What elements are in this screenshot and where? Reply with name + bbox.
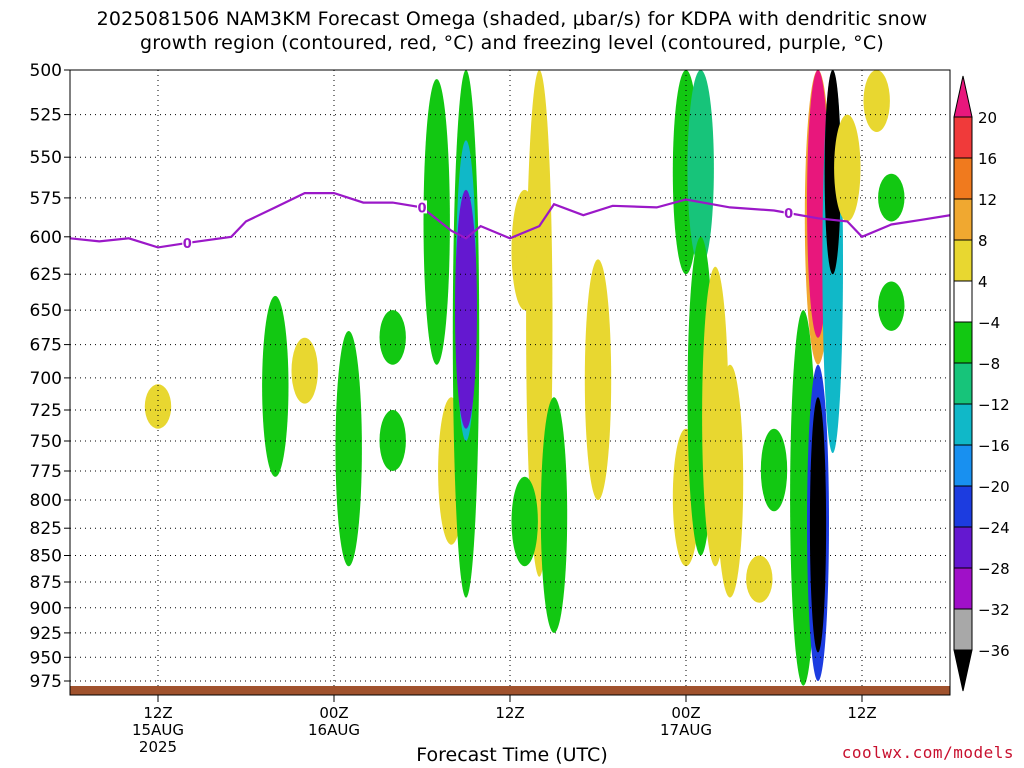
colorbar-label: −24 [978, 519, 1010, 537]
freezing-level-label: 0 [784, 207, 793, 222]
x-tick-label: 12Z [495, 704, 524, 722]
colorbar-swatch [953, 526, 973, 569]
x-axis-title: Forecast Time (UTC) [416, 744, 608, 766]
omega-region [878, 281, 905, 331]
omega-region [863, 70, 890, 132]
colorbar-swatch [953, 608, 973, 651]
y-tick-label: 675 [30, 336, 62, 356]
colorbar-label: 16 [978, 150, 997, 168]
x-tick-label: 2025 [139, 738, 177, 756]
omega-region [540, 397, 568, 633]
x-tick-label: 12Z [847, 704, 876, 722]
contour-label-bg [182, 235, 193, 249]
colorbar-swatch [953, 157, 973, 200]
colorbar-label: −8 [978, 355, 1000, 373]
colorbar-label: −36 [978, 642, 1010, 660]
x-tick-label: 15AUG [132, 721, 184, 739]
chart-title-line-1: 2025081506 NAM3KM Forecast Omega (shaded… [96, 8, 928, 30]
omega-region [687, 70, 714, 267]
y-tick-label: 525 [30, 106, 62, 126]
y-tick-label: 925 [30, 624, 62, 644]
freezing-level-label: 0 [183, 237, 192, 252]
y-axis: 500 525 550 575 600 625 650 675 700 725 750 775 800 8… [30, 61, 70, 692]
colorbar-label: 8 [978, 232, 988, 250]
y-tick-label: 950 [30, 648, 62, 668]
colorbar-swatch [953, 362, 973, 405]
omega-region [423, 79, 450, 365]
colorbar-label: −20 [978, 478, 1010, 496]
y-tick-label: 825 [30, 519, 62, 539]
x-tick-label: 00Z [671, 704, 700, 722]
colorbar-swatch [953, 75, 973, 118]
colorbar-swatch [953, 649, 973, 692]
colorbar-swatch [953, 444, 973, 487]
omega-region [379, 410, 406, 471]
omega-region [834, 114, 861, 222]
colorbar-swatch [953, 280, 973, 323]
omega-region [809, 397, 827, 653]
colorbar: 20 16 12 8 4 −4 −8 −12 −16 −20 −24 −28 −32 −36 [953, 75, 1010, 692]
omega-region [379, 310, 406, 365]
chart-title-line-2: growth region (contoured, red, °C) and f… [140, 32, 884, 54]
omega-region [746, 555, 773, 603]
colorbar-label: −28 [978, 560, 1010, 578]
y-tick-label: 800 [30, 491, 62, 511]
omega-region [291, 337, 318, 404]
colorbar-swatch [953, 239, 973, 282]
y-tick-label: 850 [30, 547, 62, 567]
y-tick-label: 900 [30, 599, 62, 619]
x-tick-label: 00Z [319, 704, 348, 722]
surface-terrain [70, 686, 950, 695]
x-tick-label: 17AUG [660, 721, 712, 739]
y-tick-label: 700 [30, 369, 62, 389]
omega-region [335, 331, 362, 567]
contour-label-bg [417, 200, 427, 214]
omega-region [455, 189, 477, 429]
y-tick-label: 625 [30, 265, 62, 285]
colorbar-swatch [953, 321, 973, 364]
colorbar-label: −16 [978, 437, 1010, 455]
colorbar-label: −32 [978, 601, 1010, 619]
colorbar-label: 4 [978, 273, 988, 291]
omega-region [878, 173, 905, 222]
y-tick-label: 775 [30, 462, 62, 482]
freezing-level-contour: 0 0 0 [70, 192, 950, 252]
freezing-level-line [70, 192, 950, 249]
contour-label-bg [783, 206, 794, 220]
omega-region [144, 384, 172, 429]
colorbar-swatch [953, 116, 973, 159]
y-tick-label: 500 [30, 61, 62, 81]
colorbar-swatch [953, 567, 973, 610]
y-tick-label: 750 [30, 432, 62, 452]
colorbar-label: −12 [978, 396, 1010, 414]
y-tick-label: 650 [30, 301, 62, 321]
y-tick-label: 725 [30, 401, 62, 421]
x-tick-label: 16AUG [308, 721, 360, 739]
colorbar-label: 20 [978, 109, 997, 127]
omega-region [262, 295, 289, 477]
y-tick-label: 600 [30, 228, 62, 248]
y-tick-label: 550 [30, 148, 62, 168]
credit-text: coolwx.com/models [841, 743, 1014, 762]
omega-region [511, 476, 538, 567]
omega-region [760, 428, 788, 512]
omega-region [716, 364, 744, 598]
omega-shading [144, 70, 905, 686]
omega-region [824, 70, 841, 275]
colorbar-label: 12 [978, 191, 997, 209]
freezing-level-label: 0 [417, 201, 426, 216]
y-tick-label: 875 [30, 573, 62, 593]
y-tick-label: 975 [30, 672, 62, 692]
x-tick-label: 12Z [143, 704, 172, 722]
colorbar-label: −4 [978, 314, 1000, 332]
y-tick-label: 575 [30, 189, 62, 209]
colorbar-swatch [953, 403, 973, 446]
colorbar-swatch [953, 198, 973, 241]
omega-region [584, 259, 612, 501]
colorbar-swatch [953, 485, 973, 528]
